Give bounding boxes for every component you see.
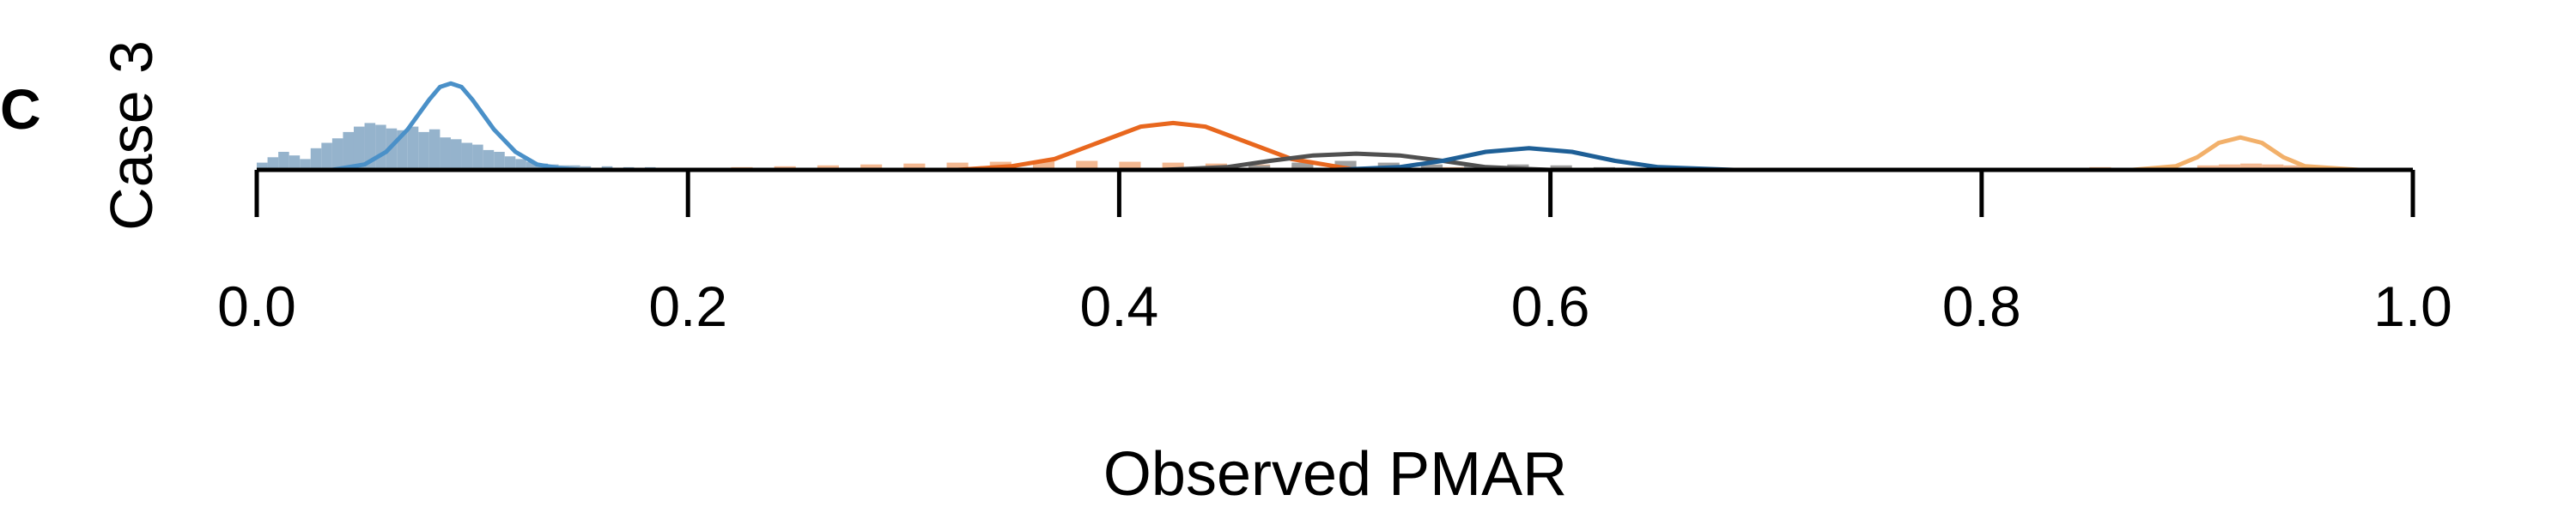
histogram-bar [2262, 164, 2284, 170]
histogram-bar [494, 152, 505, 170]
x-tick-label: 0.0 [217, 275, 296, 338]
panel-letter: C [0, 77, 41, 141]
histogram-bar [407, 126, 419, 170]
histogram-bar [428, 129, 440, 170]
histogram-bar [817, 165, 839, 170]
x-axis-label: Observed PMAR [1103, 440, 1567, 509]
histogram-bar [321, 142, 332, 170]
histogram-bar [267, 157, 279, 170]
histogram-bar [331, 138, 343, 170]
histogram-bar [483, 149, 495, 170]
x-tick-label: 0.4 [1080, 275, 1159, 338]
histogram-bar [450, 139, 462, 170]
x-tick-label: 0.8 [1942, 275, 2021, 338]
histogram-bar [515, 159, 526, 170]
y-axis-label: Case 3 [98, 40, 165, 231]
x-tick-label: 1.0 [2373, 275, 2452, 338]
histogram-bar [1076, 160, 1098, 170]
x-axis-ticks: 0.0 0.2 0.4 0.6 0.8 1.0 [217, 170, 2452, 338]
histogram-bar [1334, 160, 1357, 170]
x-tick-label: 0.2 [648, 275, 727, 338]
histogram-bar [418, 131, 429, 170]
histogram-bar [1420, 164, 1443, 170]
histogram-bar [903, 163, 926, 170]
histogram-bar [860, 164, 883, 170]
density-curve [955, 120, 1359, 172]
histogram-bar [526, 161, 538, 170]
density-curve-layer [330, 81, 2361, 172]
x-tick-label: 0.6 [1511, 275, 1590, 338]
histogram-bar [1162, 162, 1184, 170]
histogram-bar [1249, 165, 1271, 170]
histogram-bar [375, 124, 386, 170]
histogram-bar [300, 159, 311, 170]
histogram-bar [1119, 161, 1141, 170]
histogram-bar [310, 148, 322, 170]
histogram-bar [278, 152, 289, 170]
histogram-bar [461, 142, 473, 170]
histogram-bar [2219, 164, 2241, 170]
histogram-bar [257, 162, 268, 170]
histogram-bar [946, 162, 969, 170]
histogram-bar [2240, 163, 2263, 170]
histogram-bar [343, 131, 354, 170]
histogram-bar [1291, 162, 1314, 170]
density-curve [330, 81, 583, 172]
histogram-bar [289, 155, 301, 170]
histogram-bar [2196, 165, 2220, 170]
histogram-bar [353, 126, 365, 170]
histogram-bar [2283, 165, 2306, 170]
histogram-bar [1550, 165, 1572, 170]
histogram-bar [440, 137, 451, 170]
density-curve [2130, 135, 2361, 172]
histogram-bar [1032, 160, 1055, 170]
histogram-bar [472, 144, 483, 170]
density-curve [1160, 151, 1553, 172]
density-curve [1333, 146, 1736, 172]
histogram-bar [504, 156, 516, 170]
